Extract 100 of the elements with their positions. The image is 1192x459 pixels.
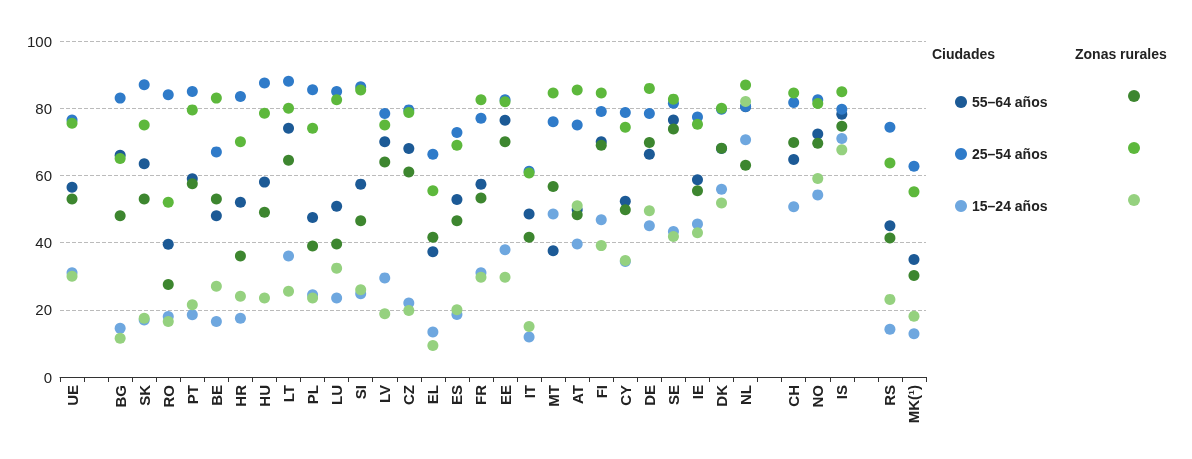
point [667,93,679,105]
point [162,238,174,250]
point [499,136,511,148]
point [908,328,920,340]
point [162,196,174,208]
point [836,103,848,115]
point [331,200,343,212]
y-tick-label: 60 [35,166,52,184]
point [571,200,583,212]
point [619,107,631,119]
x-tick-label: DE [640,385,658,406]
point [451,304,463,316]
x-tick-label: AT [568,385,586,404]
point [234,136,246,148]
x-tick-label: LU [328,385,346,405]
point [475,94,487,106]
point [595,214,607,226]
point [355,215,367,227]
point [643,205,655,217]
point [595,87,607,99]
point [836,144,848,156]
point [307,122,319,134]
point [258,77,270,89]
point [283,75,295,87]
point [740,159,752,171]
point [547,208,559,220]
x-tick-label: DK [713,384,731,407]
point [379,272,391,284]
x-tick-label: RO [159,384,177,408]
point [571,84,583,96]
x-tick-label: FR [472,384,490,405]
point [812,137,824,149]
x-tick-label: LT [280,385,298,403]
point [162,89,174,101]
point [114,322,126,334]
point [884,323,896,335]
point [283,285,295,297]
x-tick-label: ES [448,385,466,406]
x-tick-label: NO [809,384,827,408]
point [331,262,343,274]
point [788,96,800,108]
point [812,189,824,201]
point [186,104,198,116]
point [186,309,198,321]
point [475,192,487,204]
point [475,178,487,190]
point [884,293,896,305]
point [691,118,703,130]
point [162,316,174,328]
point [595,106,607,118]
y-tick-label: 100 [26,32,52,50]
point [307,84,319,96]
x-tick-label: PT [183,385,201,405]
point [234,196,246,208]
point [210,316,222,328]
point [427,148,439,160]
point [162,279,174,291]
point [427,246,439,258]
point [451,126,463,138]
point [427,339,439,351]
point [331,292,343,304]
point [66,181,78,193]
point [258,206,270,218]
point [114,153,126,165]
point [619,121,631,133]
x-tick-label: CY [616,385,634,406]
x-tick-label: HU [255,385,273,407]
point [884,232,896,244]
x-tick-label: SE [664,385,682,406]
point [355,178,367,190]
point [643,82,655,94]
point [138,79,150,91]
point [547,180,559,192]
point [379,156,391,168]
point [210,146,222,158]
point [788,87,800,99]
point [740,95,752,107]
point [691,174,703,186]
x-tick-label: MK(¹) [905,385,923,424]
point [403,304,415,316]
point [210,92,222,104]
point [379,136,391,148]
x-tick-label: LV [376,385,394,404]
x-tick-label: CH [785,385,803,407]
point [499,271,511,283]
x-tick-label: EL [424,385,442,405]
point [307,211,319,223]
point [427,231,439,243]
x-tick-label: IE [688,385,706,400]
x-tick-label: FI [592,385,610,399]
point [812,98,824,109]
point [283,154,295,166]
x-tick-label: CZ [400,385,418,405]
point [812,172,824,184]
point [691,227,703,239]
point [547,87,559,99]
text: Ciudades [932,46,996,62]
point [138,193,150,205]
point [788,201,800,213]
point [451,139,463,151]
